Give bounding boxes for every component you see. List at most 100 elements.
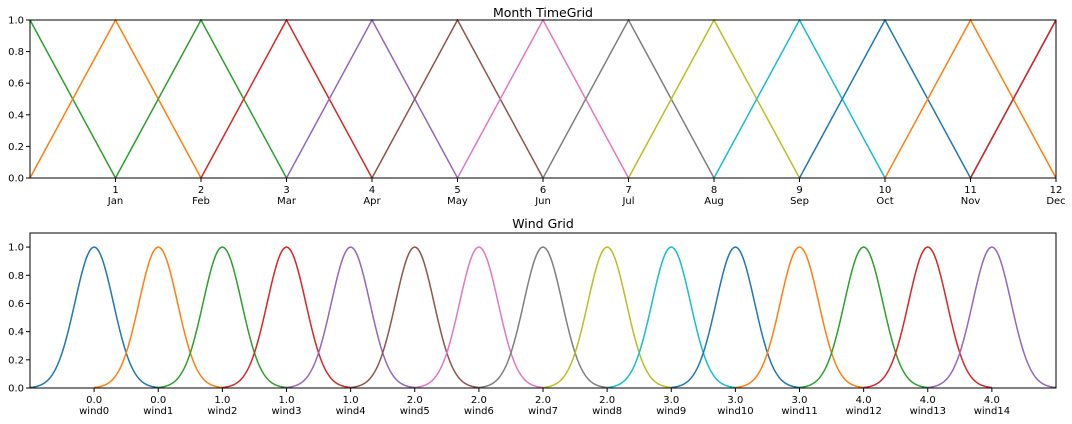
series-line-13 bbox=[969, 19, 1056, 179]
x-tick-label: 9 bbox=[796, 185, 802, 196]
series-line-0 bbox=[30, 246, 159, 389]
x-tick-label: 0.0 bbox=[86, 395, 102, 406]
x-tick-sublabel: Jun bbox=[534, 196, 551, 207]
series-line-2 bbox=[114, 19, 288, 179]
y-tick-label: 1.0 bbox=[8, 243, 24, 254]
axes-frame bbox=[29, 19, 1057, 179]
series-line-4 bbox=[286, 246, 415, 389]
x-tick-sublabel: wind7 bbox=[528, 406, 558, 417]
y-tick-label: 0.8 bbox=[8, 47, 24, 58]
x-tick-label: 2.0 bbox=[535, 395, 551, 406]
series-line-11 bbox=[735, 246, 864, 389]
chart-title-month: Month TimeGrid bbox=[493, 5, 593, 20]
series-line-11 bbox=[884, 19, 1056, 179]
wind-axes: 0.00.20.40.60.81.00.0wind00.0wind11.0win… bbox=[8, 232, 1057, 417]
x-tick-label: 5 bbox=[454, 185, 460, 196]
x-tick-label: 1 bbox=[112, 185, 118, 196]
y-tick-label: 0.0 bbox=[8, 384, 24, 395]
series-line-2 bbox=[158, 246, 287, 389]
x-tick-label: 8 bbox=[711, 185, 717, 196]
x-tick-sublabel: Jul bbox=[621, 196, 634, 207]
x-tick-label: 2 bbox=[198, 185, 204, 196]
series-line-9 bbox=[607, 246, 736, 389]
x-tick-sublabel: wind3 bbox=[271, 406, 301, 417]
x-tick-label: 3 bbox=[283, 185, 289, 196]
x-tick-sublabel: wind4 bbox=[336, 406, 366, 417]
y-tick-label: 0.2 bbox=[8, 355, 24, 366]
y-tick-label: 0.4 bbox=[8, 110, 24, 121]
x-tick-sublabel: wind5 bbox=[400, 406, 430, 417]
x-tick-label: 4.0 bbox=[856, 395, 872, 406]
series-line-10 bbox=[671, 246, 800, 389]
y-tick-label: 0.2 bbox=[8, 142, 24, 153]
x-tick-label: 0.0 bbox=[150, 395, 166, 406]
x-tick-label: 1.0 bbox=[214, 395, 230, 406]
series-line-12 bbox=[799, 246, 928, 389]
series-line-7 bbox=[542, 19, 715, 179]
series-line-14 bbox=[927, 246, 1056, 389]
x-tick-label: 12 bbox=[1050, 185, 1063, 196]
x-tick-sublabel: wind11 bbox=[781, 406, 817, 417]
x-tick-sublabel: Aug bbox=[704, 196, 724, 207]
x-tick-sublabel: Dec bbox=[1046, 196, 1065, 207]
x-tick-sublabel: May bbox=[447, 196, 468, 207]
x-tick-sublabel: Oct bbox=[876, 196, 893, 207]
x-tick-label: 1.0 bbox=[279, 395, 295, 406]
series-line-10 bbox=[798, 19, 972, 179]
x-tick-label: 2.0 bbox=[599, 395, 615, 406]
chart-title-wind: Wind Grid bbox=[512, 216, 574, 231]
x-tick-label: 4 bbox=[369, 185, 375, 196]
series-group bbox=[30, 246, 1056, 389]
x-tick-sublabel: wind1 bbox=[143, 406, 173, 417]
series-line-1 bbox=[30, 19, 202, 179]
x-tick-label: 10 bbox=[879, 185, 892, 196]
x-tick-label: 1.0 bbox=[343, 395, 359, 406]
x-tick-label: 3.0 bbox=[727, 395, 743, 406]
x-tick-label: 7 bbox=[625, 185, 631, 196]
series-line-6 bbox=[414, 246, 544, 389]
x-tick-sublabel: Nov bbox=[961, 196, 981, 207]
x-tick-label: 11 bbox=[964, 185, 977, 196]
series-line-6 bbox=[456, 19, 630, 179]
series-line-8 bbox=[627, 19, 801, 179]
x-tick-sublabel: Feb bbox=[192, 196, 210, 207]
x-tick-sublabel: wind13 bbox=[910, 406, 946, 417]
y-tick-label: 0.0 bbox=[8, 174, 24, 185]
x-tick-label: 3.0 bbox=[663, 395, 679, 406]
x-tick-sublabel: wind2 bbox=[207, 406, 237, 417]
series-line-4 bbox=[285, 19, 459, 179]
series-line-5 bbox=[350, 246, 479, 389]
x-tick-sublabel: wind12 bbox=[845, 406, 881, 417]
series-line-7 bbox=[478, 246, 608, 389]
x-tick-label: 3.0 bbox=[792, 395, 808, 406]
x-tick-sublabel: wind0 bbox=[79, 406, 109, 417]
x-tick-label: 6 bbox=[540, 185, 546, 196]
y-tick-label: 0.8 bbox=[8, 271, 24, 282]
axes-frame bbox=[29, 232, 1057, 389]
x-tick-sublabel: wind8 bbox=[592, 406, 622, 417]
series-line-8 bbox=[542, 246, 672, 389]
series-line-9 bbox=[713, 19, 886, 179]
x-tick-sublabel: wind10 bbox=[717, 406, 753, 417]
series-line-3 bbox=[222, 246, 351, 389]
x-tick-sublabel: wind9 bbox=[656, 406, 686, 417]
x-tick-label: 4.0 bbox=[920, 395, 936, 406]
series-line-3 bbox=[200, 19, 373, 179]
x-tick-sublabel: wind6 bbox=[464, 406, 494, 417]
y-tick-label: 1.0 bbox=[8, 16, 24, 27]
x-tick-sublabel: Sep bbox=[790, 196, 809, 207]
series-line-13 bbox=[863, 246, 992, 389]
series-group bbox=[30, 19, 1056, 179]
x-tick-sublabel: Apr bbox=[363, 196, 381, 207]
y-tick-label: 0.6 bbox=[8, 299, 24, 310]
series-line-1 bbox=[94, 246, 223, 389]
x-tick-label: 2.0 bbox=[471, 395, 487, 406]
x-tick-label: 2.0 bbox=[407, 395, 423, 406]
x-tick-sublabel: Jan bbox=[107, 196, 123, 207]
x-tick-sublabel: Mar bbox=[277, 196, 297, 207]
y-tick-label: 0.4 bbox=[8, 327, 24, 338]
month-axes: 0.00.20.40.60.81.01Jan2Feb3Mar4Apr5May6J… bbox=[8, 16, 1066, 208]
x-tick-sublabel: wind14 bbox=[974, 406, 1010, 417]
x-tick-label: 4.0 bbox=[984, 395, 1000, 406]
